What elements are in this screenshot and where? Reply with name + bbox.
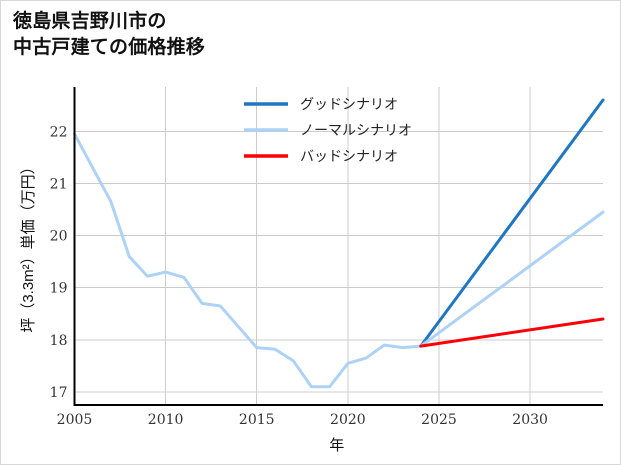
y-tick-label: 22 bbox=[50, 124, 68, 140]
x-tick-label: 2025 bbox=[421, 412, 457, 428]
y-axis-title: 坪（3.3m²）単価（万円） bbox=[20, 159, 37, 332]
y-tick-labels: 17 18 19 20 21 22 bbox=[50, 124, 68, 401]
x-tick-label: 2005 bbox=[57, 412, 93, 428]
series-group bbox=[73, 98, 605, 389]
x-tick-label: 2015 bbox=[239, 412, 275, 428]
y-tick-label: 19 bbox=[50, 281, 68, 297]
y-tick-label: 20 bbox=[50, 229, 68, 245]
series-line-0 bbox=[73, 132, 423, 389]
legend-label-1: ノーマルシナリオ bbox=[300, 122, 412, 138]
x-axis-title: 年 bbox=[329, 437, 344, 454]
x-tick-label: 2030 bbox=[512, 412, 548, 428]
x-tick-labels: 2005 2010 2015 2020 2025 2030 bbox=[57, 412, 548, 428]
x-tick-label: 2020 bbox=[330, 412, 366, 428]
x-tick-label: 2010 bbox=[148, 412, 184, 428]
y-tick-label: 21 bbox=[50, 176, 68, 192]
y-tick-label: 17 bbox=[50, 385, 68, 401]
axis-spines bbox=[73, 87, 603, 407]
axis-spine-left-bottom bbox=[73, 87, 603, 407]
series-line-3 bbox=[419, 317, 605, 348]
y-tick-label: 18 bbox=[50, 333, 68, 349]
page-title: 徳島県吉野川市の 中古戸建ての価格推移 bbox=[13, 11, 206, 58]
series-line-2 bbox=[419, 210, 605, 348]
legend-label-2: バッドシナリオ bbox=[300, 148, 398, 164]
axis-titles: 年 坪（3.3m²）単価（万円） bbox=[20, 159, 344, 454]
legend-label-0: グッドシナリオ bbox=[300, 96, 398, 112]
series-line-1 bbox=[419, 98, 605, 348]
